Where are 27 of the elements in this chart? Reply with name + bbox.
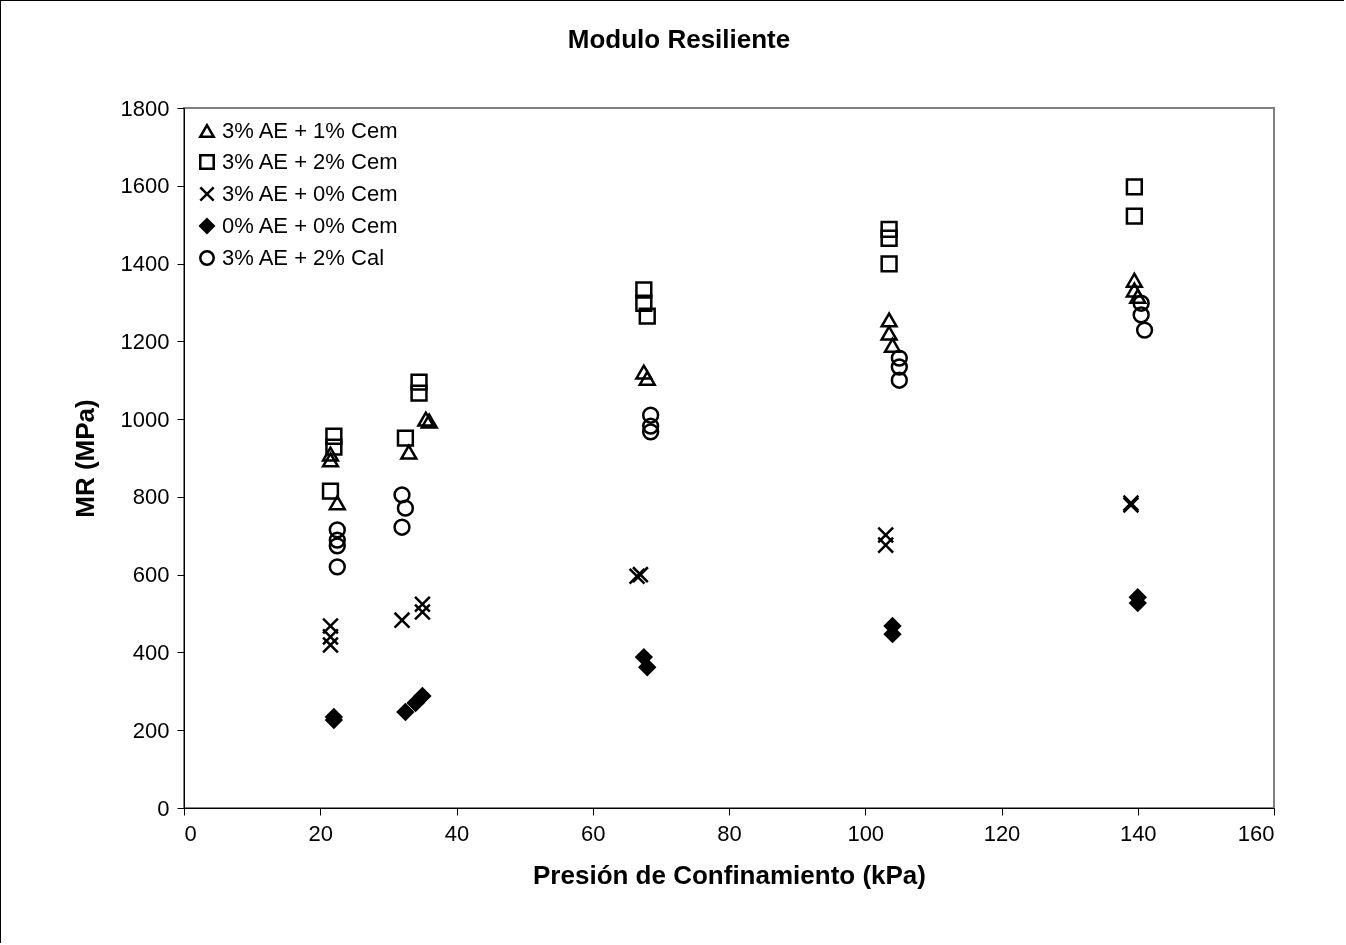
x-tick-label: 160 [1237,820,1275,846]
y-tick-label: 1200 [120,328,170,354]
y-tick-label: 1800 [120,95,170,121]
y-axis-title: MR (MPa) [69,399,100,518]
legend-label: 0% AE + 0% Cem [222,213,398,238]
y-tick-label: 1400 [120,251,170,277]
y-tick-label: 1000 [120,406,170,432]
y-tick-label: 600 [132,562,170,588]
x-tick-label: 100 [847,820,885,846]
y-tick-label: 400 [132,639,170,665]
legend-label: 3% AE + 1% Cem [222,118,398,143]
x-tick-label: 20 [308,820,333,846]
legend-label: 3% AE + 2% Cal [222,245,385,270]
chart-title: Modulo Resiliente [567,24,791,54]
x-tick-label: 120 [983,820,1021,846]
y-tick-label: 800 [132,484,170,510]
x-tick-label: 140 [1119,820,1157,846]
y-tick-label: 0 [157,795,170,821]
legend-label: 3% AE + 2% Cem [222,149,398,174]
x-tick-label: 60 [581,820,606,846]
y-tick-label: 1600 [120,173,170,199]
legend-label: 3% AE + 0% Cem [222,181,398,206]
y-tick-label: 200 [132,717,170,743]
x-tick-label: 80 [717,820,742,846]
x-axis-title: Presión de Confinamiento (kPa) [533,859,926,890]
x-tick-label: 0 [184,820,197,846]
x-tick-label: 40 [444,820,470,846]
